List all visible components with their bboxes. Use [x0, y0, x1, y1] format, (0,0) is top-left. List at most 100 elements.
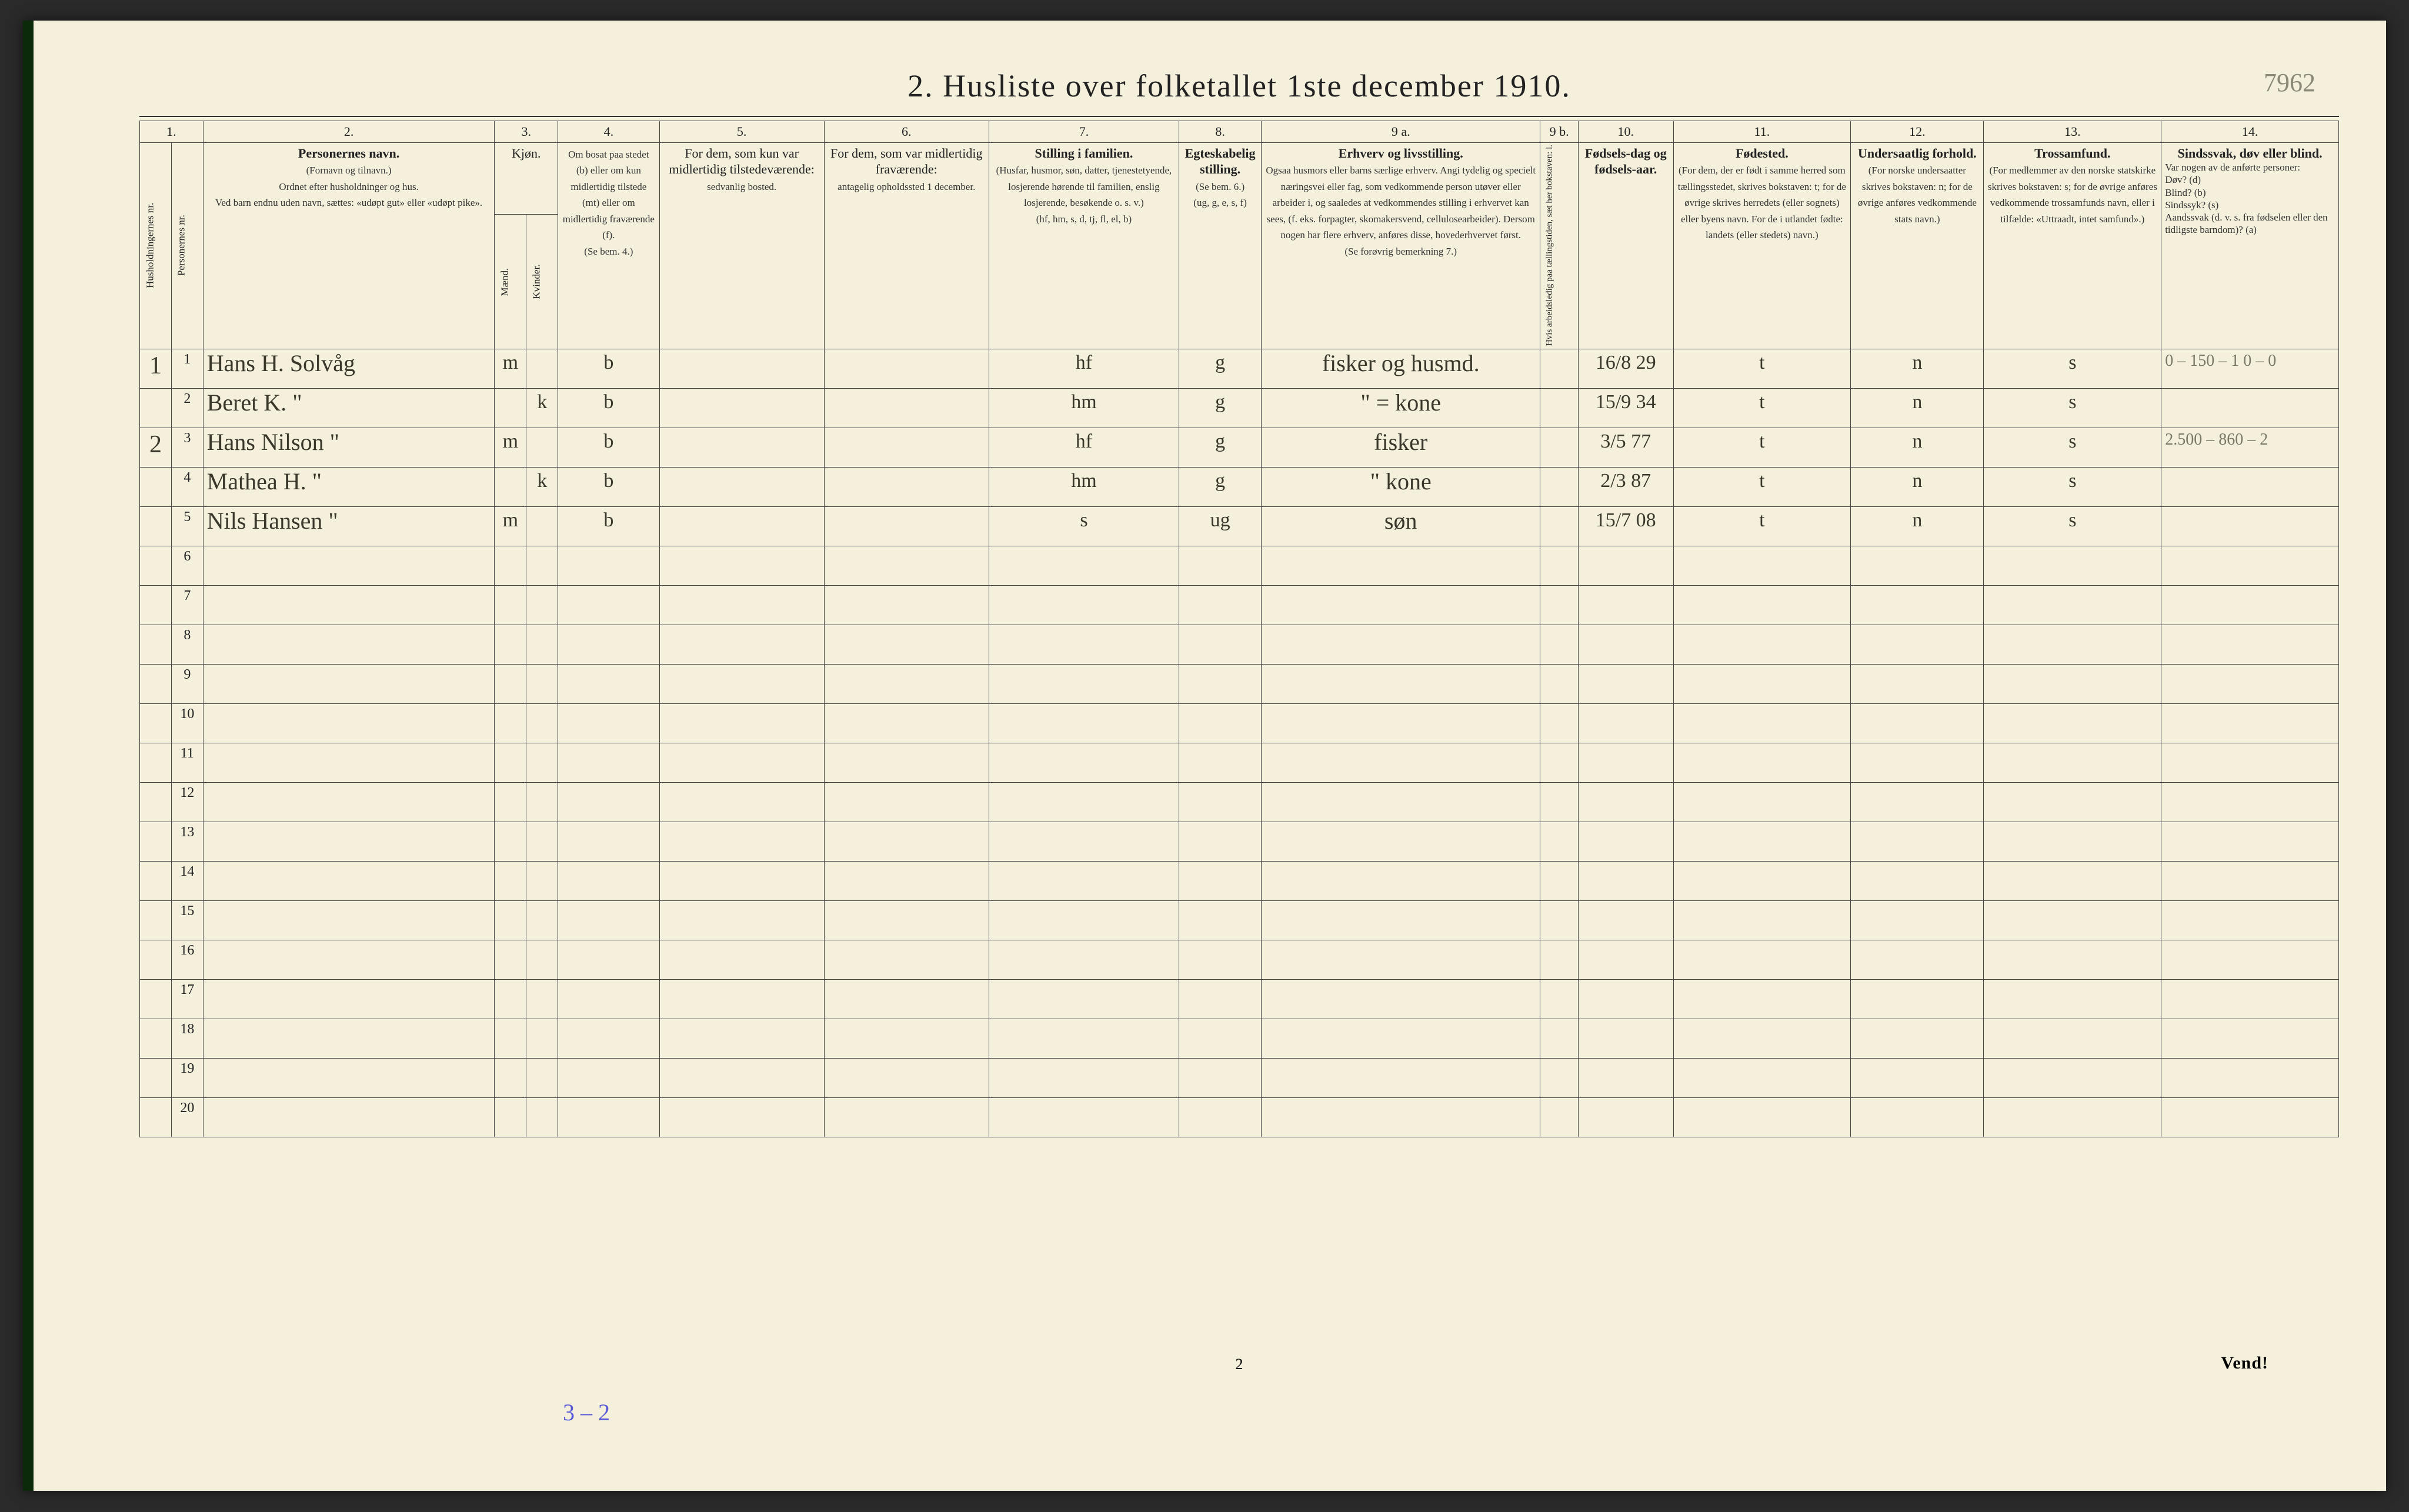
cell-5	[659, 1058, 824, 1097]
cell-mar	[1179, 861, 1262, 900]
cell-fam	[989, 703, 1179, 743]
cell-nat: n	[1851, 428, 1984, 467]
cell-6	[824, 467, 989, 506]
cell-male	[495, 743, 526, 782]
cell-mar: g	[1179, 428, 1262, 467]
table-row: 2 3 Hans Nilson " m b hf g fisker 3/5 77…	[140, 428, 2339, 467]
cell-rel	[1984, 664, 2161, 703]
hdr-5-s: sedvanlig bosted.	[707, 181, 776, 192]
cell-note	[2161, 782, 2339, 822]
cell-5	[659, 506, 824, 546]
cell-name	[203, 625, 495, 664]
cell-birthplace	[1673, 900, 1851, 940]
cell-9b	[1540, 782, 1579, 822]
hdr-male: Mænd.	[495, 215, 526, 349]
cell-fam	[989, 979, 1179, 1019]
hdr-7: Stilling i familien. (Husfar, husmor, sø…	[989, 142, 1179, 349]
cell-dob	[1578, 900, 1673, 940]
cell-fam	[989, 1019, 1179, 1058]
cell-rel	[1984, 1019, 2161, 1058]
colnum-6: 6.	[824, 121, 989, 143]
page: 2. Husliste over folketallet 1ste decemb…	[23, 21, 2386, 1491]
cell-9b	[1540, 900, 1579, 940]
cell-occ	[1262, 940, 1540, 979]
cell-occ: fisker og husmd.	[1262, 349, 1540, 388]
cell-res: b	[558, 428, 659, 467]
cell-pn: 12	[171, 782, 203, 822]
cell-6	[824, 940, 989, 979]
cell-female	[526, 900, 558, 940]
cell-occ	[1262, 1097, 1540, 1137]
cell-rel	[1984, 900, 2161, 940]
table-row-blank: 14	[140, 861, 2339, 900]
cell-5	[659, 546, 824, 585]
cell-pn: 5	[171, 506, 203, 546]
cell-5	[659, 1019, 824, 1058]
cell-occ	[1262, 703, 1540, 743]
cell-male: m	[495, 506, 526, 546]
cell-hh	[140, 467, 172, 506]
hdr-5: For dem, som kun var midlertidig tilsted…	[659, 142, 824, 349]
cell-6	[824, 664, 989, 703]
cell-pn: 8	[171, 625, 203, 664]
cell-birthplace	[1673, 585, 1851, 625]
cell-rel	[1984, 782, 2161, 822]
table-row-blank: 6	[140, 546, 2339, 585]
table-body: 1 1 Hans H. Solvåg m b hf g fisker og hu…	[140, 349, 2339, 1137]
cell-nat	[1851, 625, 1984, 664]
hdr-10: Fødsels-dag og fødsels-aar.	[1578, 142, 1673, 349]
cell-note: 2.500 – 860 – 2	[2161, 428, 2339, 467]
cell-res	[558, 1019, 659, 1058]
cell-pn: 2	[171, 388, 203, 428]
cell-occ	[1262, 1058, 1540, 1097]
cell-fam: hf	[989, 349, 1179, 388]
colnum-5: 5.	[659, 121, 824, 143]
paper-area: 2. Husliste over folketallet 1ste decemb…	[139, 44, 2339, 1420]
cell-name	[203, 743, 495, 782]
table-row-blank: 16	[140, 940, 2339, 979]
colnum-9b: 9 b.	[1540, 121, 1579, 143]
cell-pn: 3	[171, 428, 203, 467]
cell-note	[2161, 1058, 2339, 1097]
rule-top	[139, 116, 2339, 117]
cell-hh	[140, 743, 172, 782]
cell-5	[659, 900, 824, 940]
cell-6	[824, 822, 989, 861]
cell-5	[659, 349, 824, 388]
cell-nat	[1851, 664, 1984, 703]
cell-6	[824, 900, 989, 940]
hdr-hh: Husholdningernes nr.	[140, 142, 172, 349]
table-row-blank: 18	[140, 1019, 2339, 1058]
cell-9b	[1540, 822, 1579, 861]
hdr-11-s: (For dem, der er født i samme herred som…	[1678, 165, 1846, 241]
table-row: 2 Beret K. " k b hm g " = kone 15/9 34 t…	[140, 388, 2339, 428]
hdr-7-s: (Husfar, husmor, søn, datter, tjenestety…	[996, 165, 1172, 225]
cell-birthplace	[1673, 1058, 1851, 1097]
cell-fam	[989, 1097, 1179, 1137]
cell-pn: 10	[171, 703, 203, 743]
cell-note	[2161, 664, 2339, 703]
colnum-7: 7.	[989, 121, 1179, 143]
colnum-10: 10.	[1578, 121, 1673, 143]
cell-rel	[1984, 979, 2161, 1019]
cell-mar	[1179, 1019, 1262, 1058]
hdr-5-t: For dem, som kun var midlertidig tilsted…	[669, 146, 814, 177]
cell-pn: 11	[171, 743, 203, 782]
cell-mar	[1179, 900, 1262, 940]
cell-nat: n	[1851, 467, 1984, 506]
hdr-9a-s: Ogsaa husmors eller barns særlige erhver…	[1266, 165, 1536, 257]
cell-note	[2161, 1097, 2339, 1137]
cell-fam	[989, 900, 1179, 940]
hdr-sex: Kjøn.	[495, 142, 558, 215]
cell-res: b	[558, 506, 659, 546]
cell-male	[495, 940, 526, 979]
hdr-14: Sindssvak, døv eller blind. Var nogen av…	[2161, 142, 2339, 349]
cell-nat	[1851, 940, 1984, 979]
cell-res	[558, 782, 659, 822]
cell-9b	[1540, 979, 1579, 1019]
cell-dob	[1578, 546, 1673, 585]
cell-dob	[1578, 743, 1673, 782]
table-row-blank: 12	[140, 782, 2339, 822]
cell-9b	[1540, 546, 1579, 585]
cell-female	[526, 940, 558, 979]
